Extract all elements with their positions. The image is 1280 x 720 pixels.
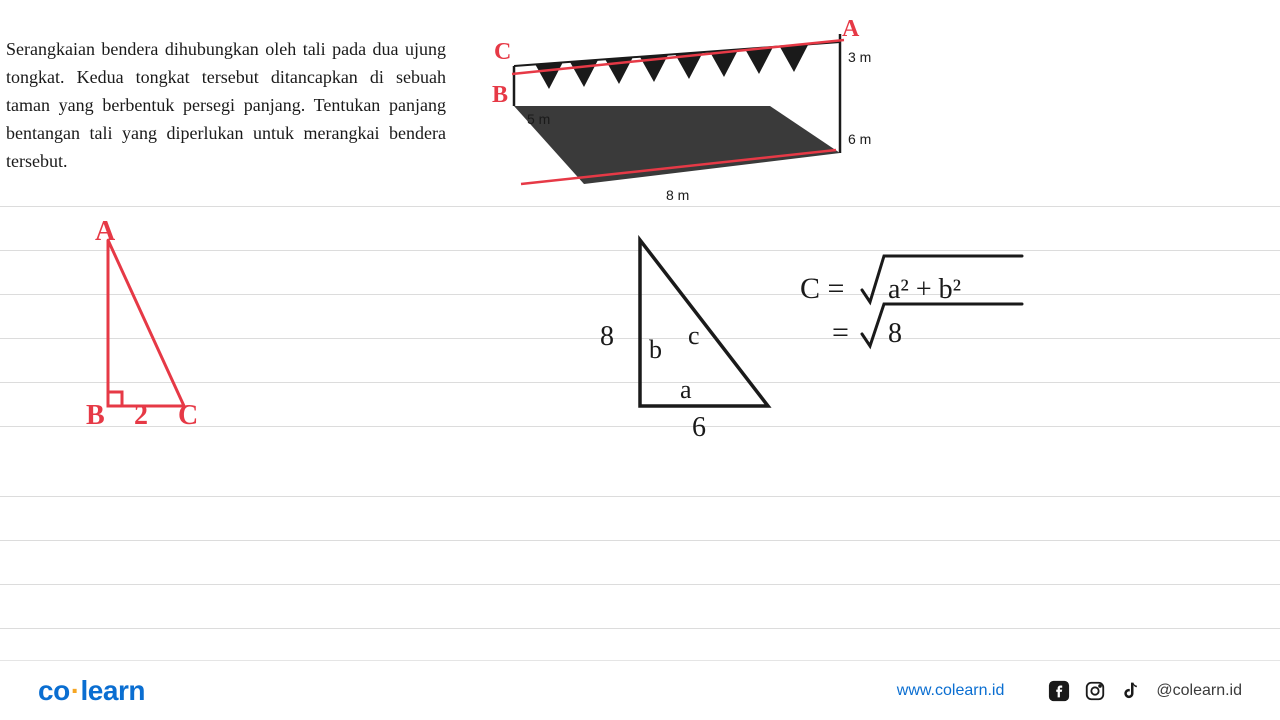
website-link[interactable]: www.colearn.id — [897, 682, 1005, 700]
brand-logo: co·learn — [38, 675, 145, 707]
paper-line — [0, 250, 1280, 251]
paper-line — [0, 338, 1280, 339]
paper-line — [0, 382, 1280, 383]
paper-line — [0, 496, 1280, 497]
paper-line — [0, 206, 1280, 207]
logo-learn: learn — [81, 675, 145, 706]
paper-line — [0, 426, 1280, 427]
problem-text: Serangkaian bendera dihubungkan oleh tal… — [6, 36, 446, 175]
paper-line — [0, 294, 1280, 295]
dim-3m: 3 m — [848, 49, 871, 65]
paper-line — [0, 628, 1280, 629]
facebook-icon[interactable] — [1048, 680, 1070, 702]
paper-line — [0, 584, 1280, 585]
figure-label-B: B — [492, 82, 508, 108]
figure-label-C: C — [494, 39, 511, 65]
social-handle: @colearn.id — [1156, 682, 1242, 700]
content-area: Serangkaian bendera dihubungkan oleh tal… — [0, 0, 1280, 660]
paper-line — [0, 540, 1280, 541]
tiktok-icon[interactable] — [1120, 680, 1142, 702]
logo-dot: · — [71, 675, 80, 706]
dim-5m: 5 m — [527, 111, 550, 127]
footer-right: www.colearn.id @colearn.id — [897, 680, 1242, 702]
footer: co·learn www.colearn.id @colearn.id — [0, 660, 1280, 720]
figure-diagram: 3 m 5 m 6 m 8 m A B C — [490, 20, 880, 185]
dim-8m: 8 m — [666, 187, 689, 200]
dim-6m: 6 m — [848, 131, 871, 147]
instagram-icon[interactable] — [1084, 680, 1106, 702]
lined-paper — [0, 206, 1280, 660]
logo-co: co — [38, 675, 70, 706]
figure-label-A: A — [842, 20, 860, 42]
